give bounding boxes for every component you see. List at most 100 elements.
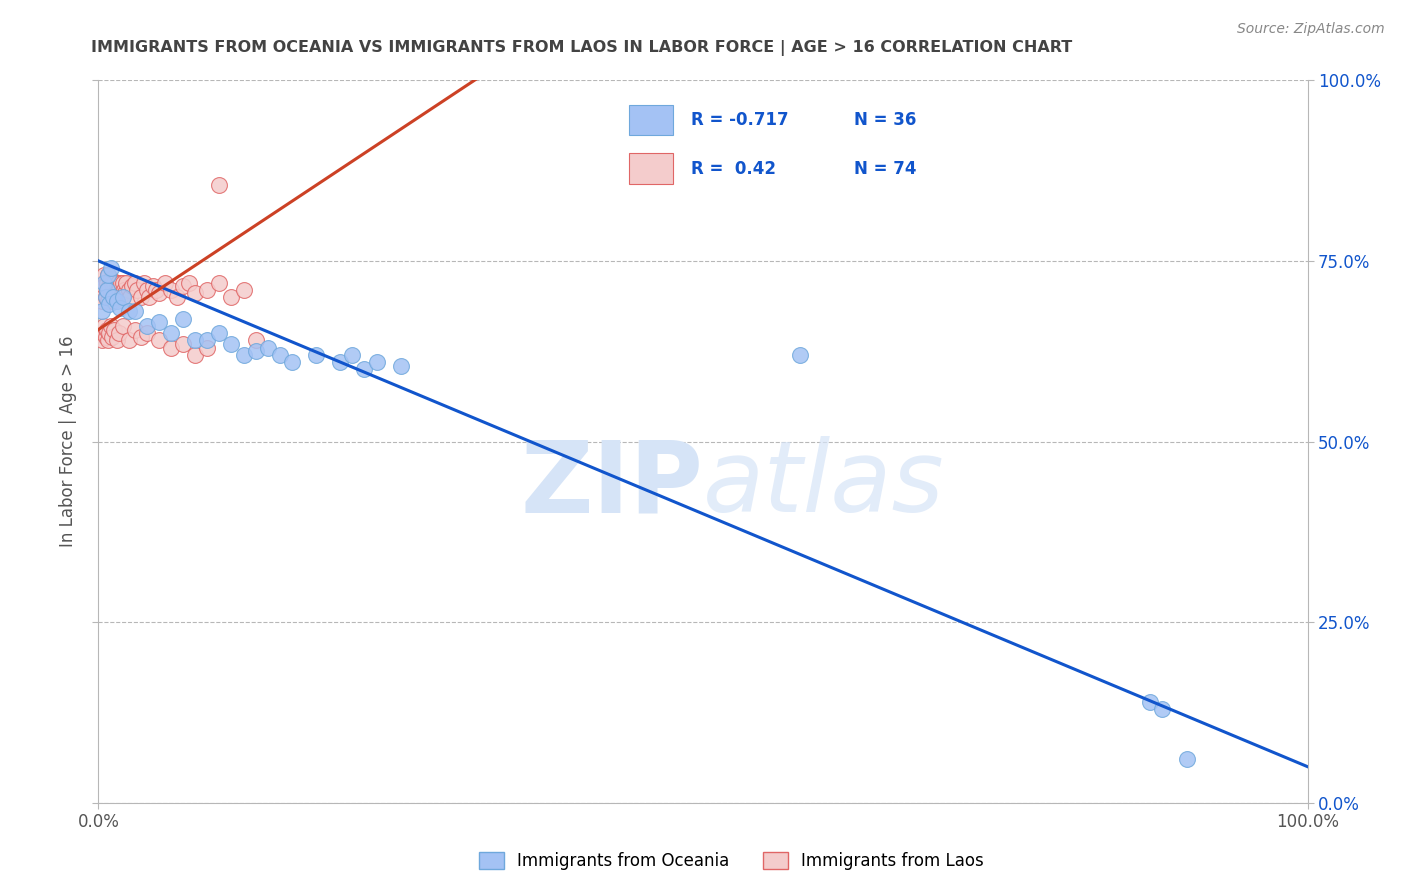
Point — [112, 283, 135, 297]
Point — [103, 322, 125, 336]
Point — [118, 304, 141, 318]
Point — [129, 290, 152, 304]
Point — [148, 334, 170, 348]
Point — [101, 290, 124, 304]
Point — [93, 279, 115, 293]
Point — [166, 290, 188, 304]
Point — [342, 348, 364, 362]
Point — [105, 290, 128, 304]
Point — [101, 293, 124, 308]
Point — [108, 290, 131, 304]
Point — [98, 297, 121, 311]
Point — [104, 286, 127, 301]
Point — [91, 326, 114, 340]
Point — [172, 311, 194, 326]
Point — [353, 362, 375, 376]
Text: ZIP: ZIP — [520, 436, 703, 533]
Point — [124, 322, 146, 336]
Point — [111, 276, 134, 290]
Point — [124, 304, 146, 318]
Point — [160, 341, 183, 355]
Point — [94, 330, 117, 344]
Point — [184, 348, 207, 362]
Point — [160, 283, 183, 297]
Point — [91, 283, 114, 297]
Point — [208, 326, 231, 340]
Point — [91, 334, 114, 348]
Point — [172, 279, 194, 293]
Point — [269, 348, 291, 362]
Y-axis label: In Labor Force | Age > 16: In Labor Force | Age > 16 — [59, 335, 77, 548]
Point — [221, 337, 243, 351]
Point — [121, 279, 143, 293]
Point — [1139, 695, 1161, 709]
Point — [305, 348, 328, 362]
Point — [124, 276, 146, 290]
Point — [107, 276, 129, 290]
Point — [103, 276, 125, 290]
Text: Source: ZipAtlas.com: Source: ZipAtlas.com — [1237, 22, 1385, 37]
Point — [148, 286, 170, 301]
Point — [98, 326, 121, 340]
Point — [245, 334, 267, 348]
Point — [232, 348, 254, 362]
Point — [329, 355, 352, 369]
Point — [366, 355, 388, 369]
Point — [114, 286, 136, 301]
Point — [110, 276, 132, 290]
Point — [97, 293, 120, 308]
Point — [221, 290, 243, 304]
Point — [118, 290, 141, 304]
Point — [97, 334, 120, 348]
Point — [97, 268, 120, 283]
Point — [105, 334, 128, 348]
Point — [245, 344, 267, 359]
Point — [184, 286, 207, 301]
Point — [138, 290, 160, 304]
Point — [93, 268, 115, 283]
Point — [135, 326, 157, 340]
Point — [96, 322, 118, 336]
Point — [93, 318, 115, 333]
Point — [100, 318, 122, 333]
Point — [789, 348, 811, 362]
Point — [108, 283, 131, 297]
Point — [208, 178, 231, 192]
Point — [100, 272, 122, 286]
Point — [91, 293, 114, 308]
Point — [134, 276, 156, 290]
Point — [90, 290, 112, 304]
Point — [96, 276, 118, 290]
Point — [135, 318, 157, 333]
Point — [91, 276, 114, 290]
Point — [142, 279, 165, 293]
Point — [389, 359, 412, 373]
Point — [115, 276, 138, 290]
Point — [135, 283, 157, 297]
Text: atlas: atlas — [703, 436, 945, 533]
Point — [148, 315, 170, 329]
Point — [94, 290, 117, 304]
Point — [129, 330, 152, 344]
Point — [108, 301, 131, 315]
Point — [93, 276, 115, 290]
Point — [160, 326, 183, 340]
Point — [281, 355, 304, 369]
Point — [118, 283, 141, 297]
Point — [97, 268, 120, 283]
Point — [111, 290, 134, 304]
Point — [100, 276, 122, 290]
Point — [179, 276, 201, 290]
Point — [145, 283, 167, 297]
Point — [195, 334, 218, 348]
Point — [118, 334, 141, 348]
Point — [172, 337, 194, 351]
Text: IMMIGRANTS FROM OCEANIA VS IMMIGRANTS FROM LAOS IN LABOR FORCE | AGE > 16 CORREL: IMMIGRANTS FROM OCEANIA VS IMMIGRANTS FR… — [91, 40, 1073, 56]
Point — [96, 283, 118, 297]
Point — [100, 261, 122, 276]
Point — [232, 283, 254, 297]
Point — [100, 330, 122, 344]
Point — [98, 279, 121, 293]
Point — [96, 283, 118, 297]
Point — [208, 276, 231, 290]
